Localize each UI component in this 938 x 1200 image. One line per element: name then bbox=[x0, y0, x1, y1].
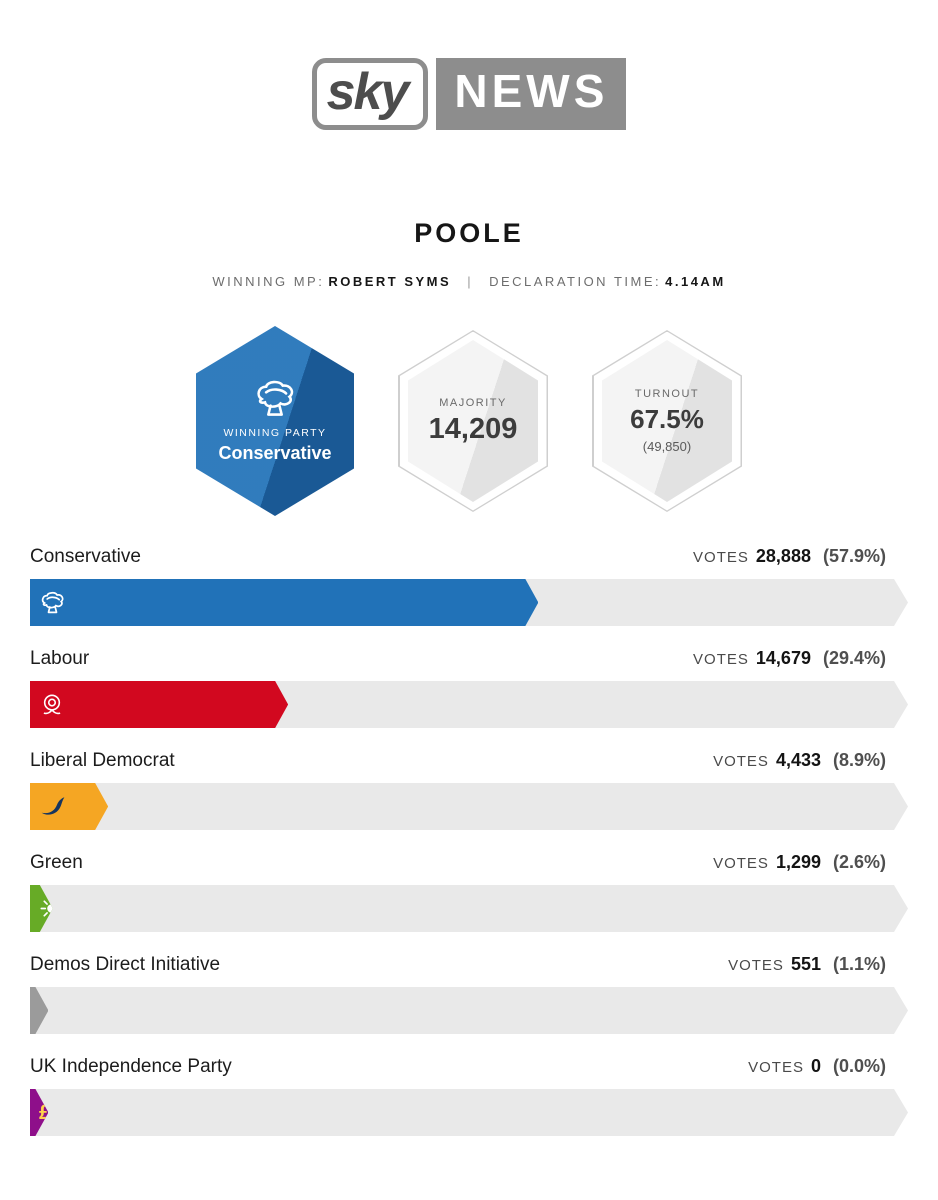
winning-mp-label: WINNING MP: bbox=[212, 274, 325, 289]
result-row-header: Labour VOTES 14,679 (29.4%) bbox=[30, 648, 908, 673]
votes-percent: (8.9%) bbox=[832, 750, 886, 770]
result-row: UK Independence Party VOTES 0 (0.0%) £ bbox=[30, 1056, 908, 1136]
bar-track bbox=[30, 681, 908, 728]
party-name: Demos Direct Initiative bbox=[30, 954, 221, 975]
votes-value: 28,888 bbox=[755, 546, 811, 566]
majority-label: MAJORITY bbox=[439, 396, 507, 409]
summary-hexagons: WINNING PARTY Conservative MAJORITY 14,2… bbox=[0, 326, 938, 516]
winning-party-label: WINNING PARTY bbox=[223, 426, 327, 439]
conservative-tree-icon bbox=[39, 591, 66, 615]
green-flower-icon bbox=[39, 896, 53, 921]
bar-fill bbox=[30, 681, 288, 728]
votes-percent: (2.6%) bbox=[832, 852, 886, 872]
separator: | bbox=[467, 274, 474, 289]
declaration-time-value: 4.14AM bbox=[665, 274, 726, 289]
votes-label: VOTES bbox=[713, 753, 769, 770]
bar-track bbox=[30, 579, 908, 626]
votes-readout: VOTES 0 (0.0%) bbox=[748, 1056, 886, 1077]
votes-percent: (1.1%) bbox=[832, 954, 886, 974]
votes-readout: VOTES 1,299 (2.6%) bbox=[713, 852, 886, 873]
result-row-header: Liberal Democrat VOTES 4,433 (8.9%) bbox=[30, 750, 908, 775]
votes-readout: VOTES 4,433 (8.9%) bbox=[713, 750, 886, 771]
result-row: Liberal Democrat VOTES 4,433 (8.9%) bbox=[30, 750, 908, 830]
declaration-time-label: DECLARATION TIME: bbox=[489, 274, 662, 289]
winning-party-hexagon: WINNING PARTY Conservative bbox=[196, 326, 354, 516]
bar-track: £ bbox=[30, 1089, 908, 1136]
party-name: Labour bbox=[30, 648, 90, 669]
result-row: Labour VOTES 14,679 (29.4%) bbox=[30, 648, 908, 728]
turnout-hexagon: TURNOUT 67.5% (49,850) bbox=[592, 330, 742, 512]
winning-party-value: Conservative bbox=[218, 442, 332, 463]
bar-fill bbox=[30, 885, 53, 932]
votes-label: VOTES bbox=[693, 651, 749, 668]
bar-track bbox=[30, 885, 908, 932]
votes-value: 14,679 bbox=[755, 648, 811, 668]
votes-value: 4,433 bbox=[775, 750, 821, 770]
ukip-pound-icon: £ bbox=[39, 1101, 49, 1124]
news-logo-box: NEWS bbox=[436, 58, 627, 130]
party-name: UK Independence Party bbox=[30, 1056, 232, 1077]
majority-hexagon: MAJORITY 14,209 bbox=[398, 330, 548, 512]
votes-label: VOTES bbox=[693, 549, 749, 566]
result-row-header: Green VOTES 1,299 (2.6%) bbox=[30, 852, 908, 877]
votes-percent: (29.4%) bbox=[822, 648, 886, 668]
bar-track bbox=[30, 987, 908, 1034]
votes-readout: VOTES 28,888 (57.9%) bbox=[693, 546, 886, 567]
libdem-bird-icon bbox=[39, 794, 67, 820]
sky-news-logo: sky NEWS bbox=[0, 0, 938, 130]
bar-track bbox=[30, 783, 908, 830]
result-row: Green VOTES 1,299 (2.6%) bbox=[30, 852, 908, 932]
votes-value: 1,299 bbox=[775, 852, 821, 872]
result-row-header: Demos Direct Initiative VOTES 551 (1.1%) bbox=[30, 954, 908, 979]
votes-label: VOTES bbox=[728, 957, 784, 974]
bar-fill bbox=[30, 579, 538, 626]
sky-logo-box: sky bbox=[311, 58, 429, 130]
result-row-header: UK Independence Party VOTES 0 (0.0%) bbox=[30, 1056, 908, 1081]
labour-rose-icon bbox=[39, 692, 65, 718]
turnout-electorate: (49,850) bbox=[642, 439, 692, 454]
bar-fill: £ bbox=[30, 1089, 48, 1136]
turnout-value: 67.5% bbox=[630, 404, 704, 434]
bar-fill bbox=[30, 783, 108, 830]
votes-value: 551 bbox=[790, 954, 821, 974]
votes-percent: (0.0%) bbox=[832, 1056, 886, 1076]
turnout-label: TURNOUT bbox=[634, 388, 700, 400]
votes-label: VOTES bbox=[713, 855, 769, 872]
party-name: Green bbox=[30, 852, 83, 873]
result-row: Demos Direct Initiative VOTES 551 (1.1%) bbox=[30, 954, 908, 1034]
bar-fill bbox=[30, 987, 48, 1034]
winning-mp-value: ROBERT SYMS bbox=[328, 274, 452, 289]
result-row-header: Conservative VOTES 28,888 (57.9%) bbox=[30, 546, 908, 571]
party-name: Liberal Democrat bbox=[30, 750, 175, 771]
votes-label: VOTES bbox=[748, 1059, 804, 1076]
votes-percent: (57.9%) bbox=[822, 546, 886, 566]
majority-value: 14,209 bbox=[428, 412, 518, 445]
votes-readout: VOTES 551 (1.1%) bbox=[728, 954, 886, 975]
votes-value: 0 bbox=[810, 1056, 821, 1076]
results-list: Conservative VOTES 28,888 (57.9%) Labour V… bbox=[0, 546, 938, 1136]
turnout-hexagon-content: TURNOUT 67.5% (49,850) bbox=[602, 340, 732, 502]
party-name: Conservative bbox=[30, 546, 141, 567]
conservative-tree-icon bbox=[252, 379, 298, 419]
constituency-title: POOLE bbox=[414, 218, 524, 248]
declaration-line: WINNING MP: ROBERT SYMS | DECLARATION TIME:… bbox=[0, 274, 938, 292]
result-row: Conservative VOTES 28,888 (57.9%) bbox=[30, 546, 908, 626]
votes-readout: VOTES 14,679 (29.4%) bbox=[693, 648, 886, 669]
